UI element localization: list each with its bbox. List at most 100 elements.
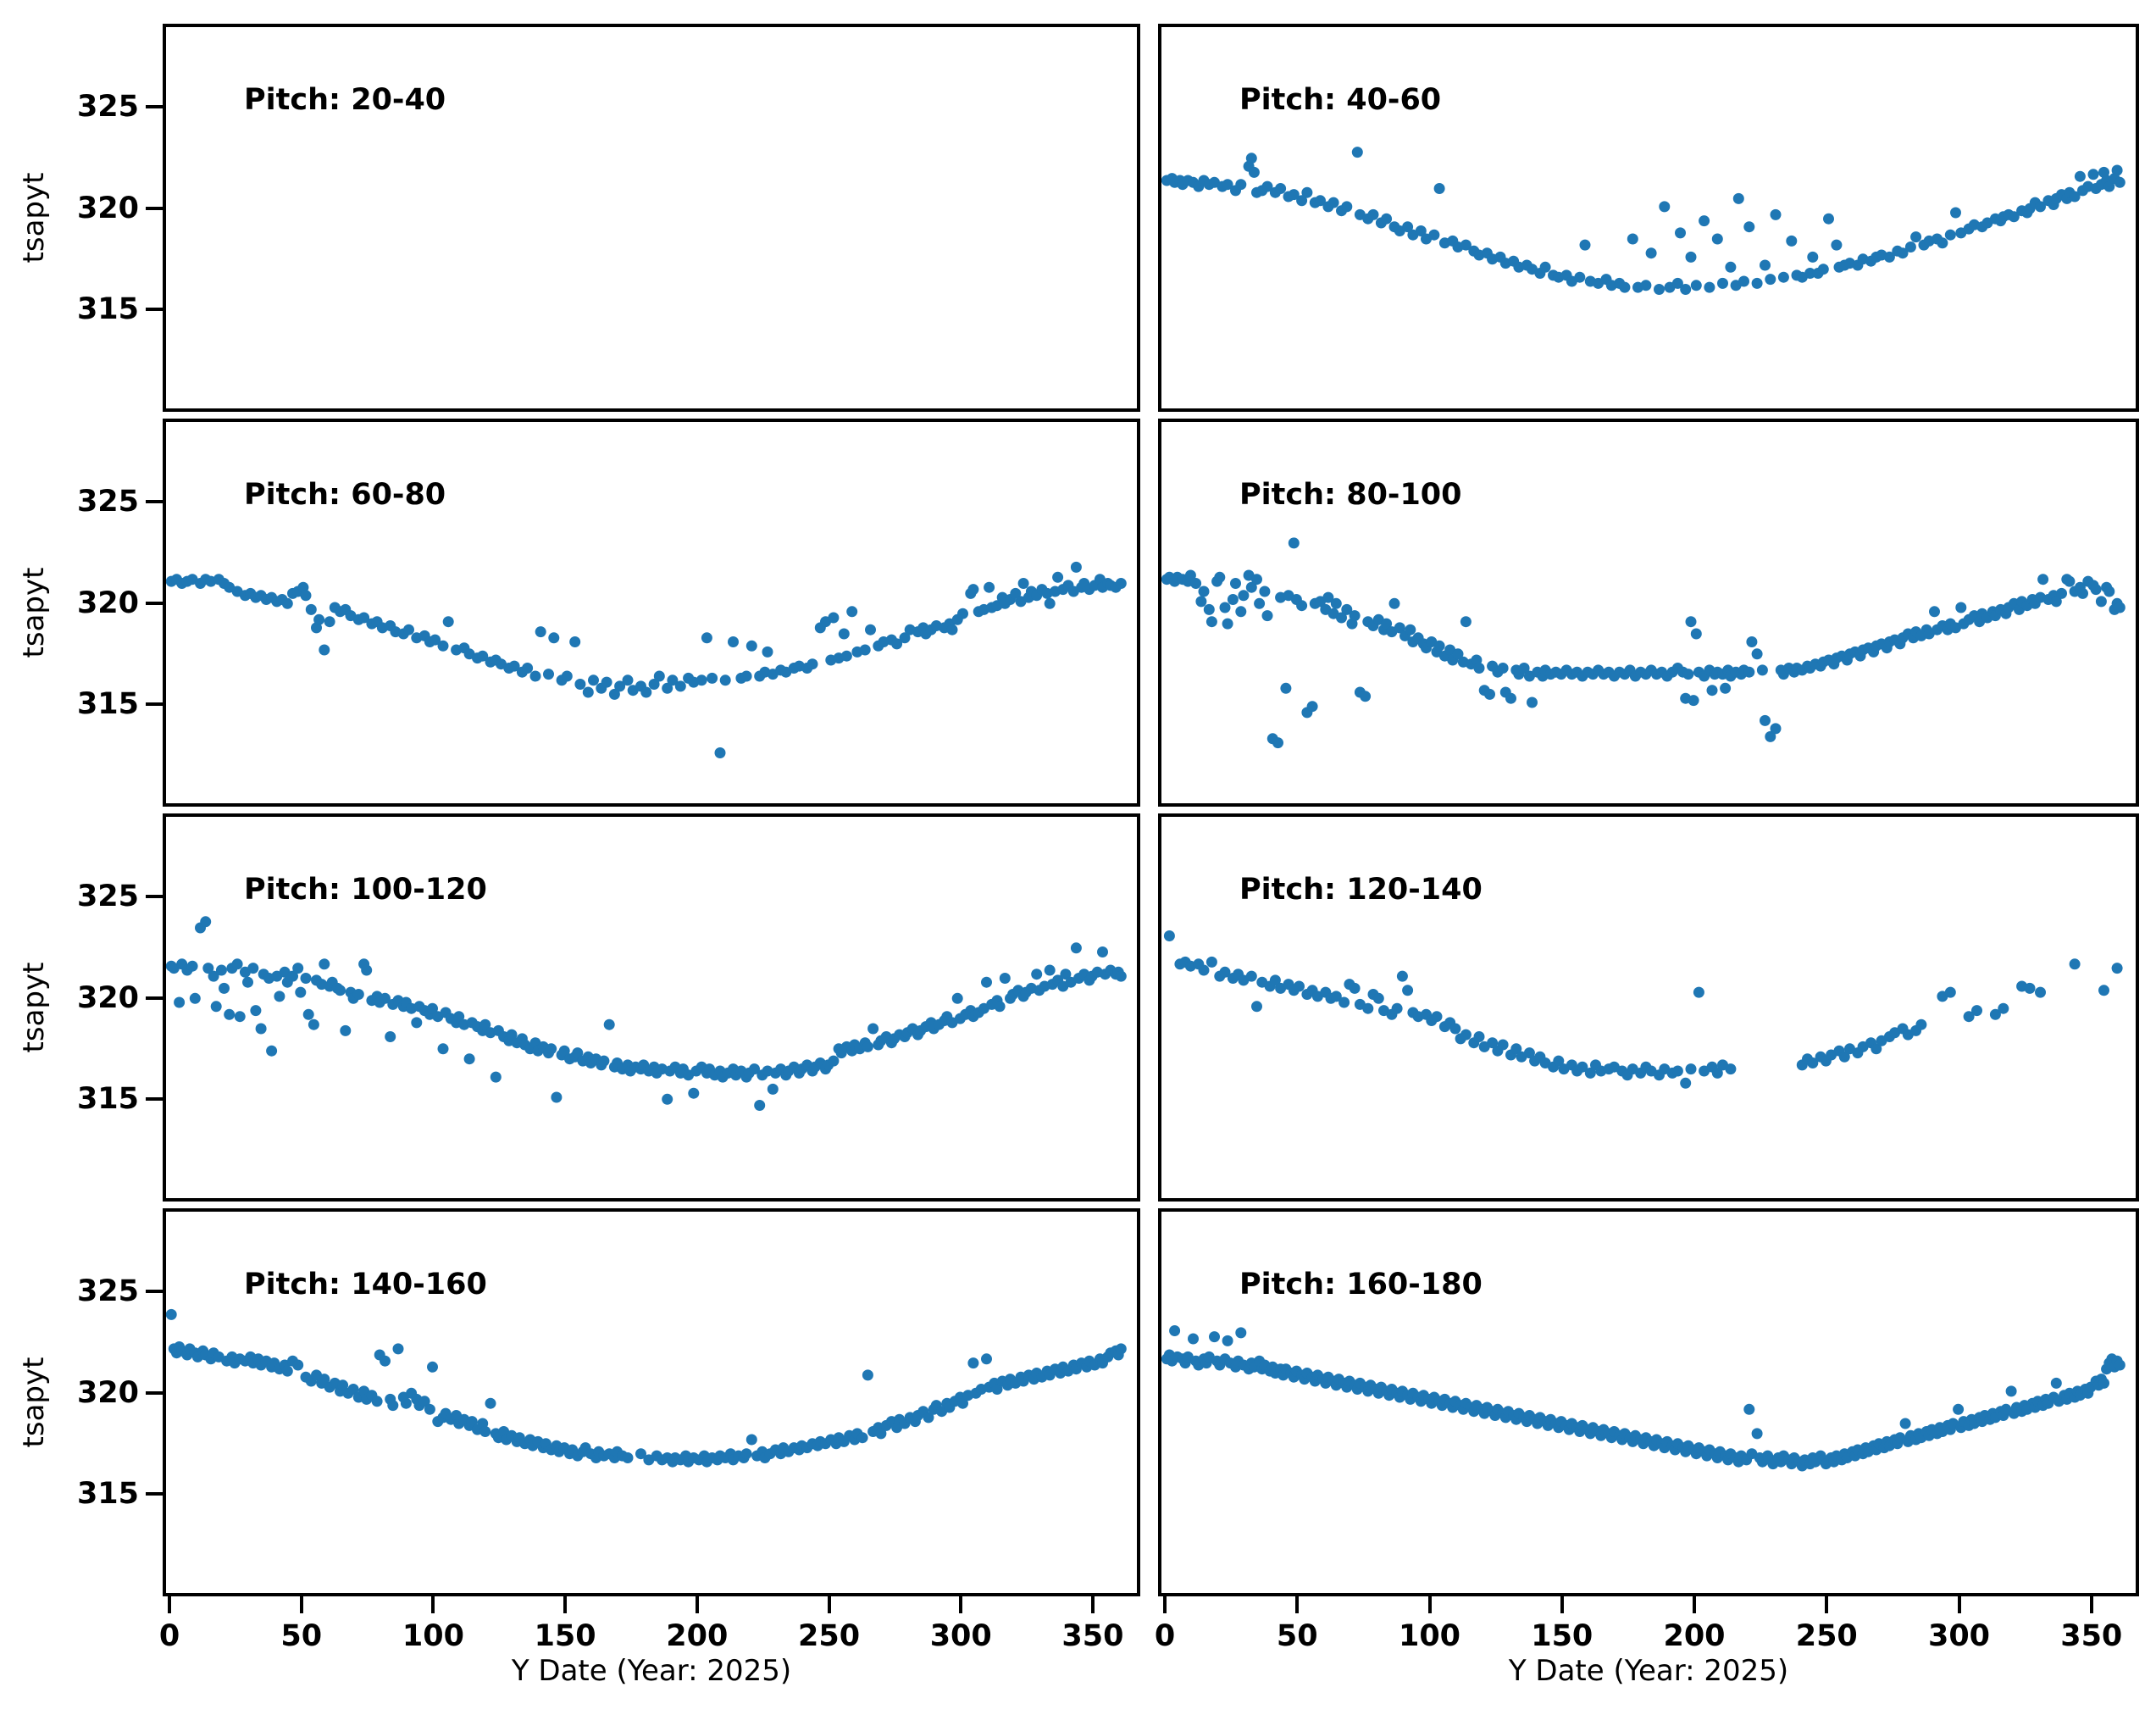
data-point	[1402, 985, 1414, 996]
data-point	[300, 590, 312, 602]
data-point	[1574, 271, 1586, 283]
data-point	[234, 1011, 246, 1023]
data-point	[1351, 147, 1363, 158]
data-point	[1235, 1327, 1247, 1339]
data-point	[2111, 963, 2123, 974]
data-point	[1897, 247, 1909, 259]
x-tick-mark	[1163, 1596, 1167, 1613]
data-point	[1060, 969, 1072, 980]
data-point	[1349, 982, 1361, 994]
data-point	[667, 674, 679, 686]
data-point	[1272, 737, 1283, 749]
data-point	[1510, 1043, 1522, 1055]
data-point	[640, 686, 652, 698]
y-tick-mark	[146, 206, 163, 210]
data-point	[529, 670, 541, 682]
x-tick-label: 150	[534, 1619, 596, 1653]
data-point	[2114, 176, 2126, 188]
data-point	[319, 1374, 330, 1385]
data-point	[994, 1001, 1006, 1013]
data-point	[1245, 970, 1257, 982]
y-tick-label: 325	[76, 880, 139, 914]
data-point	[899, 632, 911, 644]
data-point	[247, 963, 259, 974]
data-point	[1433, 183, 1445, 194]
data-point	[828, 612, 840, 624]
subplot-pitch-160-180: Pitch: 160-180 0 50 100 150 200 250 300 350	[1155, 1208, 2139, 1653]
x-tick-label: 50	[280, 1619, 323, 1653]
data-point	[2008, 211, 2020, 223]
scatter-canvas	[1161, 147, 2126, 295]
data-point	[485, 1397, 496, 1409]
data-point	[1341, 603, 1353, 615]
data-point	[1396, 970, 1408, 982]
x-tick-mark	[1825, 1596, 1829, 1613]
data-point	[767, 1083, 779, 1095]
data-point	[1115, 970, 1127, 982]
data-point	[2103, 180, 2115, 192]
data-point	[427, 1361, 438, 1373]
x-tick-mark	[695, 1596, 699, 1613]
data-point	[2090, 584, 2102, 596]
data-point	[1428, 229, 1440, 241]
data-point	[1627, 233, 1638, 245]
data-point	[1330, 597, 1342, 609]
data-point	[1756, 664, 1768, 676]
data-point	[1248, 166, 1260, 178]
data-point	[967, 1357, 979, 1369]
data-point	[1301, 186, 1313, 198]
data-point	[1838, 1051, 1850, 1063]
data-point	[957, 608, 968, 619]
data-point	[403, 624, 414, 635]
x-axis-label: Y Date (Year: 2025)	[1508, 1654, 1789, 1688]
data-point	[1765, 274, 1776, 286]
data-point	[1203, 603, 1215, 615]
data-point	[991, 1384, 1003, 1395]
data-point	[546, 1043, 557, 1055]
y-tick-label: 325	[76, 90, 139, 125]
data-point	[1645, 247, 1657, 259]
y-tick-label: 320	[76, 1375, 139, 1410]
data-point	[1693, 986, 1704, 998]
data-point	[1706, 685, 1718, 697]
x-tick-label: 200	[1663, 1619, 1726, 1653]
data-point	[707, 672, 718, 684]
data-point	[1807, 251, 1819, 263]
data-point	[2114, 602, 2126, 613]
data-point	[1222, 179, 1233, 191]
data-point	[305, 603, 317, 615]
data-point	[1415, 225, 1427, 236]
data-point	[1431, 1011, 1443, 1023]
data-point	[2037, 574, 2049, 586]
data-point	[582, 686, 594, 698]
y-tick-mark	[146, 702, 163, 706]
data-point	[714, 747, 726, 758]
subplot-pitch-140-160: Pitch: 140-160 315 320 325 0 50 100 150 200 250 3…	[77, 1208, 1140, 1653]
data-point	[319, 644, 330, 656]
data-point	[1405, 624, 1416, 635]
data-point	[622, 1452, 634, 1463]
data-point	[1227, 594, 1239, 605]
data-point	[1804, 268, 1816, 279]
data-point	[1807, 1057, 1819, 1068]
data-point	[186, 960, 198, 972]
data-point	[242, 976, 253, 988]
x-tick-label: 150	[1531, 1619, 1593, 1653]
data-point	[1690, 628, 1702, 640]
y-tick-label: 325	[76, 485, 139, 519]
data-point	[1296, 195, 1308, 207]
data-point	[749, 1063, 760, 1075]
y-tick-mark	[146, 1491, 163, 1496]
data-point	[1760, 259, 1771, 271]
y-tick-label: 315	[76, 1476, 139, 1511]
data-point	[418, 1396, 430, 1407]
data-point	[1336, 612, 1347, 624]
data-point	[1770, 208, 1782, 220]
data-point	[867, 1023, 879, 1035]
x-tick-mark	[1693, 1596, 1696, 1613]
data-point	[1725, 1063, 1737, 1075]
y-tick-mark	[146, 307, 163, 311]
subplot-pitch-80-100: Pitch: 80-100	[1158, 419, 2139, 807]
data-point	[981, 976, 992, 988]
x-tick-mark	[959, 1596, 963, 1613]
